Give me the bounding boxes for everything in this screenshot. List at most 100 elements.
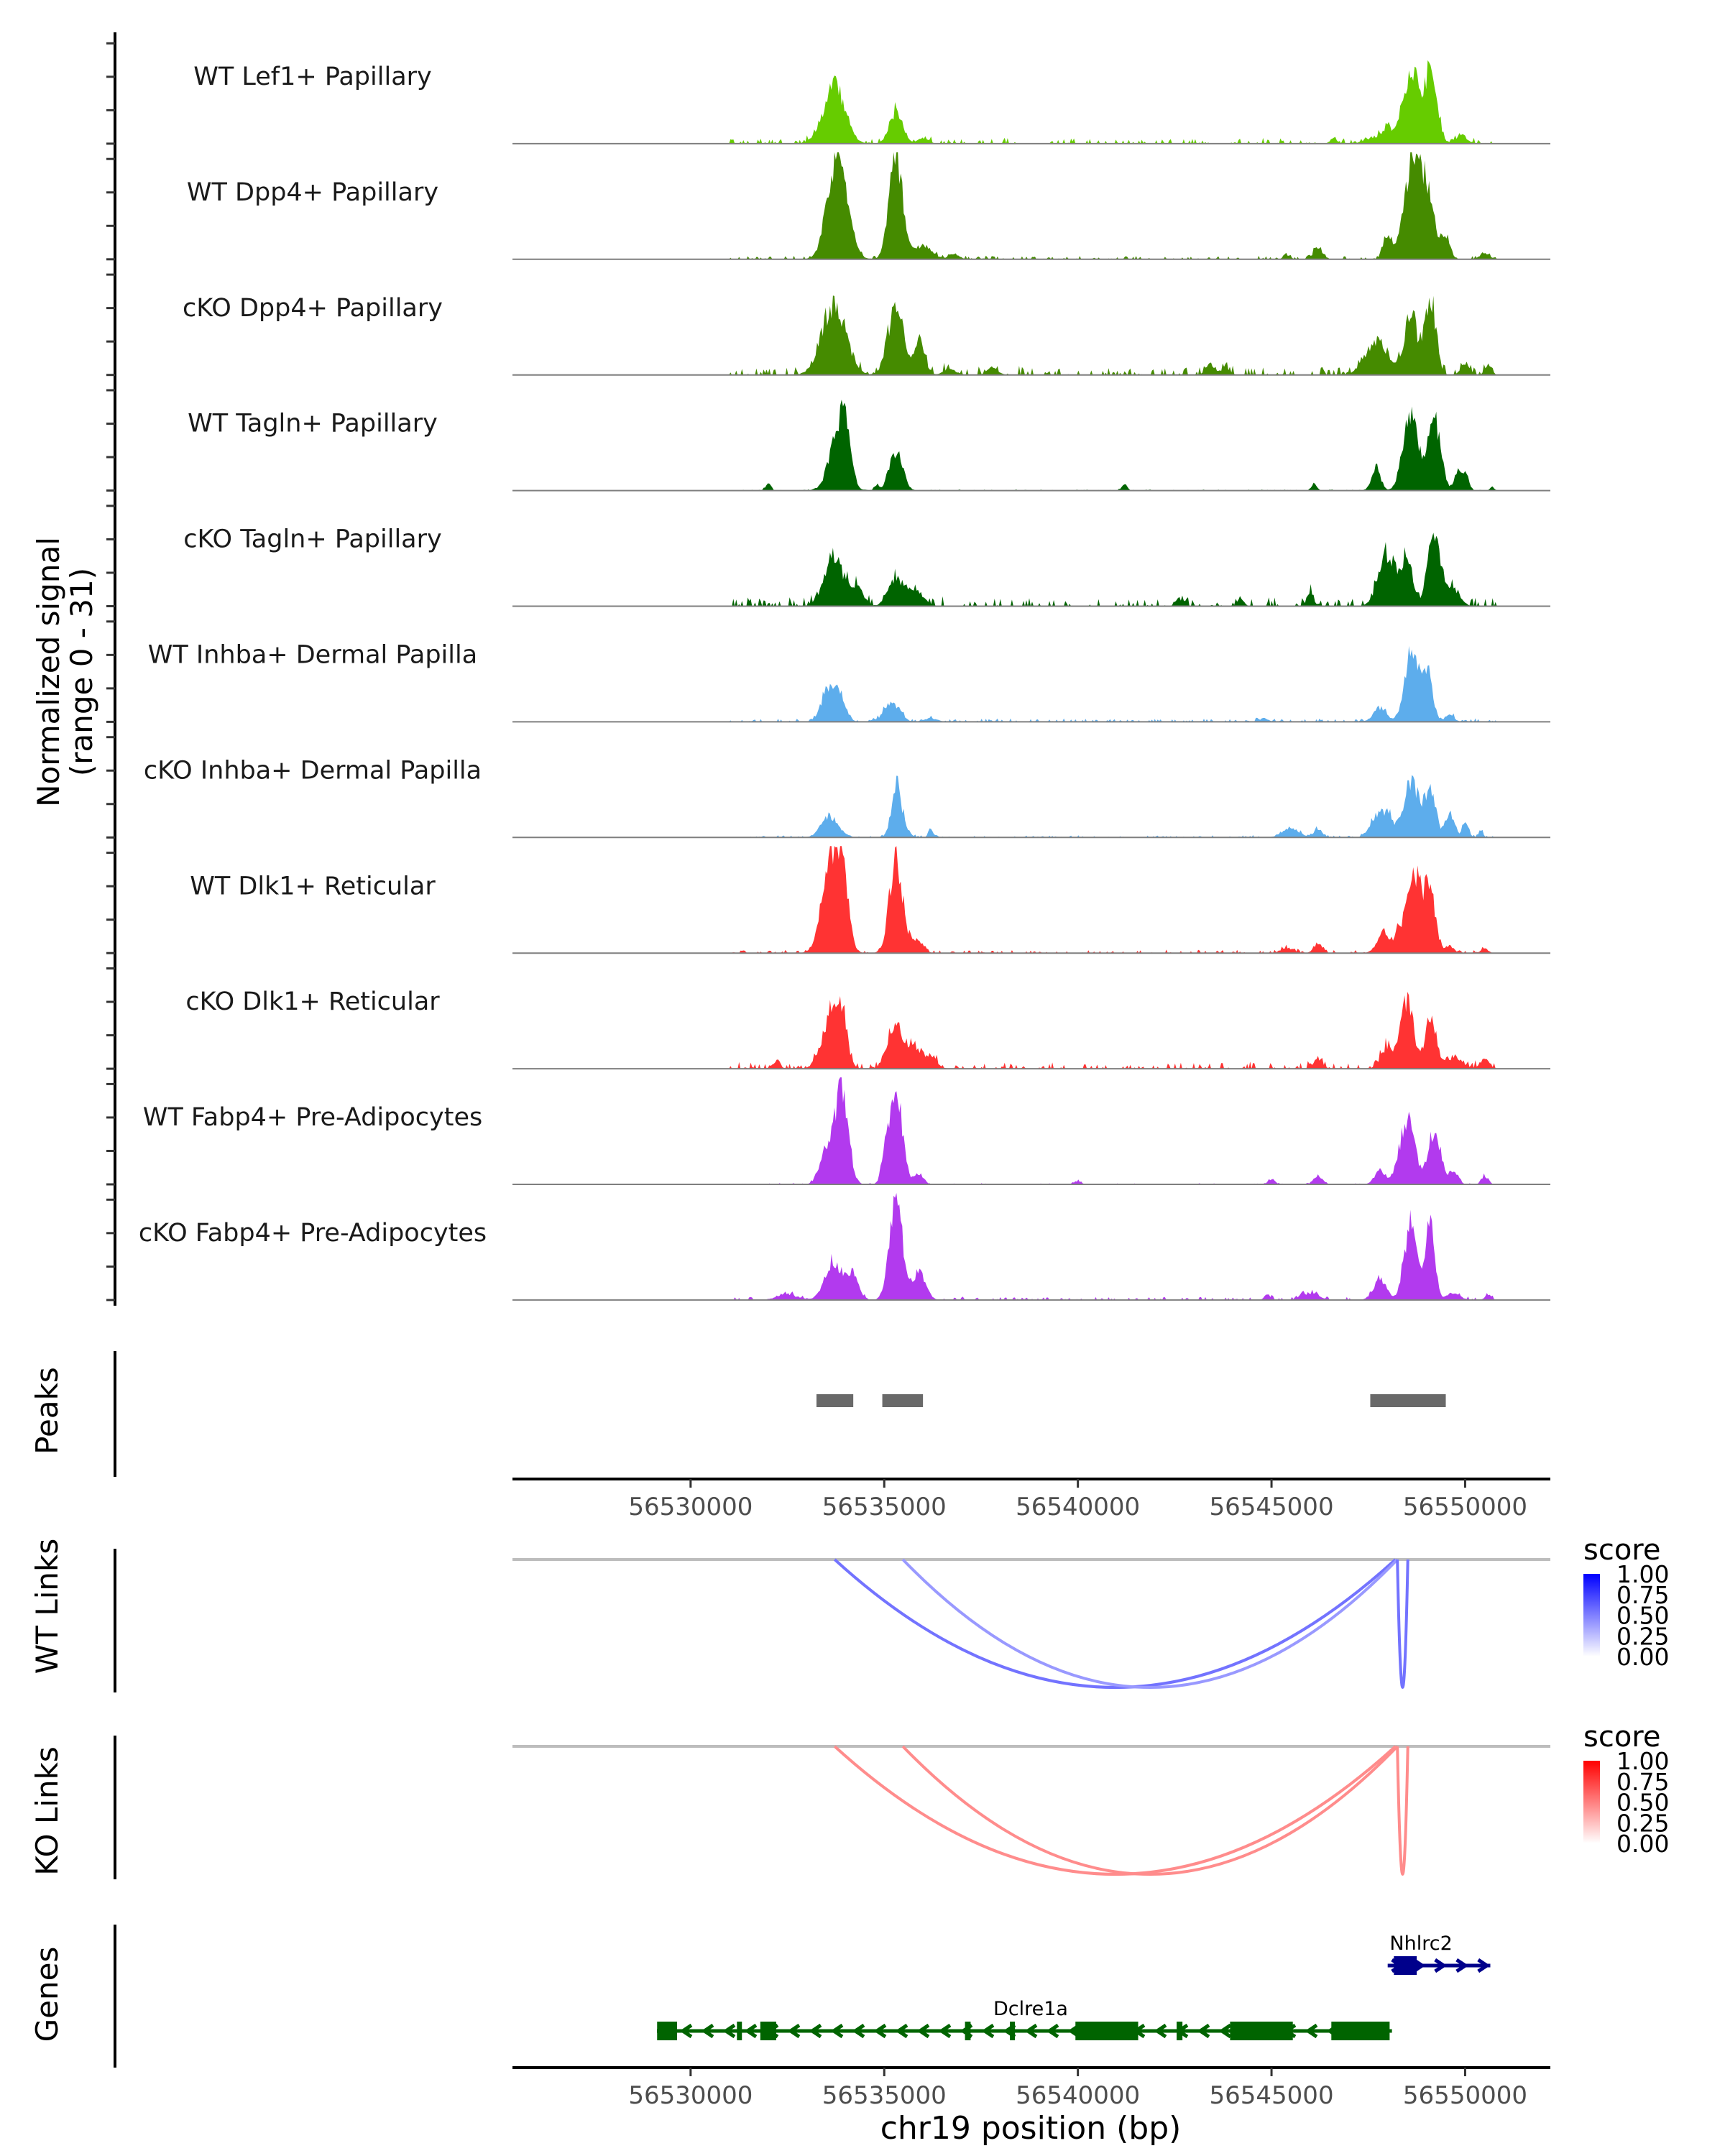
gene-exon bbox=[657, 2022, 677, 2040]
track-label: WT Dpp4+ Papillary bbox=[187, 178, 438, 207]
coverage-track: WT Lef1+ Papillary bbox=[193, 60, 1550, 144]
coverage-area bbox=[512, 775, 1550, 838]
x-tick-label: 56530000 bbox=[628, 2081, 753, 2110]
track-label: cKO Dlk1+ Reticular bbox=[185, 987, 440, 1016]
coverage-track: WT Tagln+ Papillary bbox=[188, 400, 1550, 492]
legend-tick-label: 0.00 bbox=[1616, 1830, 1669, 1858]
link-arc bbox=[833, 1745, 1397, 1876]
coverage-area bbox=[512, 295, 1550, 375]
gene-exon bbox=[760, 2022, 776, 2040]
ko-links-panel-label: KO Links bbox=[29, 1746, 65, 1876]
track-label: WT Tagln+ Papillary bbox=[188, 410, 438, 438]
coverage-ylabel-line1: Normalized signal bbox=[31, 537, 66, 807]
coverage-track: cKO Dpp4+ Papillary bbox=[183, 294, 1550, 376]
strand-arrow-icon bbox=[895, 2023, 908, 2039]
strand-arrow-icon bbox=[1197, 2023, 1210, 2039]
coverage-area bbox=[512, 846, 1550, 954]
link-arc bbox=[901, 1745, 1399, 1876]
coverage-track: cKO Tagln+ Papillary bbox=[183, 525, 1550, 607]
gene-model: Dclre1a bbox=[656, 1998, 1392, 2040]
peak-region bbox=[882, 1394, 924, 1407]
gene-exon bbox=[1010, 2022, 1016, 2040]
x-tick-label: 56540000 bbox=[1016, 1493, 1140, 1521]
x-tick-label: 56545000 bbox=[1210, 1493, 1334, 1521]
legend-tick-label: 0.25 bbox=[1616, 1809, 1669, 1837]
x-tick-label: 56550000 bbox=[1403, 1493, 1527, 1521]
track-label: WT Lef1+ Papillary bbox=[193, 63, 432, 91]
coverage-area bbox=[512, 1077, 1550, 1184]
strand-arrow-icon bbox=[1046, 2023, 1059, 2039]
strand-arrow-icon bbox=[744, 2023, 758, 2039]
strand-arrow-icon bbox=[679, 2023, 693, 2039]
coverage-ylabel-line2: (range 0 - 31) bbox=[64, 568, 99, 776]
x-tick-label: 56535000 bbox=[822, 2081, 947, 2110]
gene-exon bbox=[1230, 2022, 1293, 2040]
coverage-track: cKO Inhba+ Dermal Papilla bbox=[144, 756, 1550, 839]
coverage-area bbox=[512, 152, 1550, 259]
link-arc bbox=[1396, 1746, 1409, 1876]
track-label: WT Dlk1+ Reticular bbox=[190, 872, 436, 900]
track-label: cKO Dpp4+ Papillary bbox=[183, 294, 443, 323]
legend-colorbar bbox=[1583, 1574, 1600, 1657]
track-label: cKO Inhba+ Dermal Papilla bbox=[144, 756, 482, 785]
x-axis-title: chr19 position (bp) bbox=[880, 2110, 1182, 2147]
coverage-area bbox=[512, 992, 1550, 1069]
gene-exon bbox=[965, 2022, 971, 2040]
strand-arrow-icon bbox=[1434, 1958, 1448, 1973]
gene-exon bbox=[1075, 2022, 1138, 2040]
strand-arrow-icon bbox=[1218, 2023, 1232, 2039]
gene-name-label: Nhlrc2 bbox=[1389, 1932, 1452, 1955]
legend-title: score bbox=[1583, 1534, 1660, 1567]
legend-tick-label: 0.75 bbox=[1616, 1581, 1669, 1609]
strand-arrow-icon bbox=[830, 2023, 844, 2039]
x-tick-label: 56530000 bbox=[628, 1493, 753, 1521]
peak-region bbox=[816, 1394, 854, 1407]
genes-x-axis: 56530000 56535000 56540000 56545000 56550000 bbox=[512, 2066, 1550, 2110]
strand-arrow-icon bbox=[787, 2023, 801, 2039]
ko-links-arcs bbox=[512, 1745, 1550, 1876]
coverage-ylabel: Normalized signal (range 0 - 31) bbox=[31, 537, 99, 807]
coverage-track: WT Inhba+ Dermal Papilla bbox=[148, 641, 1550, 723]
peaks-panel-label: Peaks bbox=[29, 1367, 65, 1455]
legend-tick-label: 1.00 bbox=[1616, 1560, 1669, 1588]
legend-tick-label: 0.25 bbox=[1616, 1622, 1669, 1650]
coverage-area bbox=[512, 533, 1550, 607]
strand-arrow-icon bbox=[1455, 1958, 1469, 1973]
peak-region bbox=[1370, 1394, 1446, 1407]
genes-panel-label: Genes bbox=[29, 1947, 65, 2042]
coverage-track: WT Fabp4+ Pre-Adipocytes bbox=[143, 1077, 1550, 1185]
track-label: cKO Fabp4+ Pre-Adipocytes bbox=[139, 1219, 487, 1248]
x-tick-label: 56540000 bbox=[1016, 2081, 1140, 2110]
coverage-tracks: WT Lef1+ Papillary WT Dpp4+ Papillary cKO … bbox=[139, 60, 1550, 1301]
strand-arrow-icon bbox=[1024, 2023, 1038, 2039]
coverage-track: WT Dlk1+ Reticular bbox=[190, 846, 1550, 954]
legend-colorbar bbox=[1583, 1761, 1600, 1843]
gene-exon bbox=[737, 2022, 742, 2040]
legend-tick-label: 1.00 bbox=[1616, 1747, 1669, 1775]
wt-links-panel-label: WT Links bbox=[29, 1539, 65, 1674]
strand-arrow-icon bbox=[852, 2023, 865, 2039]
wt-links-arcs bbox=[512, 1558, 1550, 1689]
coverage-track: WT Dpp4+ Papillary bbox=[187, 152, 1550, 260]
gene-exon bbox=[1394, 1956, 1417, 1975]
strand-arrow-icon bbox=[701, 2023, 714, 2039]
strand-arrow-icon bbox=[722, 2023, 736, 2039]
strand-arrow-icon bbox=[1477, 1958, 1491, 1973]
link-arc bbox=[901, 1558, 1399, 1689]
track-label: WT Fabp4+ Pre-Adipocytes bbox=[143, 1103, 482, 1132]
gene-exon bbox=[1177, 2022, 1183, 2040]
strand-arrow-icon bbox=[1154, 2023, 1167, 2039]
x-tick-label: 56545000 bbox=[1210, 2081, 1334, 2110]
legend-tick-label: 0.50 bbox=[1616, 1789, 1669, 1817]
strand-arrow-icon bbox=[938, 2023, 952, 2039]
link-arc bbox=[1396, 1559, 1409, 1689]
coverage-y-axis bbox=[106, 32, 116, 1306]
x-tick-label: 56535000 bbox=[822, 1493, 947, 1521]
gene-model: Nhlrc2 bbox=[1387, 1932, 1491, 1975]
coverage-area bbox=[512, 400, 1550, 491]
gene-name-label: Dclre1a bbox=[993, 1998, 1068, 2020]
coverage-area bbox=[512, 60, 1550, 144]
peaks-x-axis: 56530000 56535000 56540000 56545000 56550000 bbox=[512, 1478, 1550, 1521]
